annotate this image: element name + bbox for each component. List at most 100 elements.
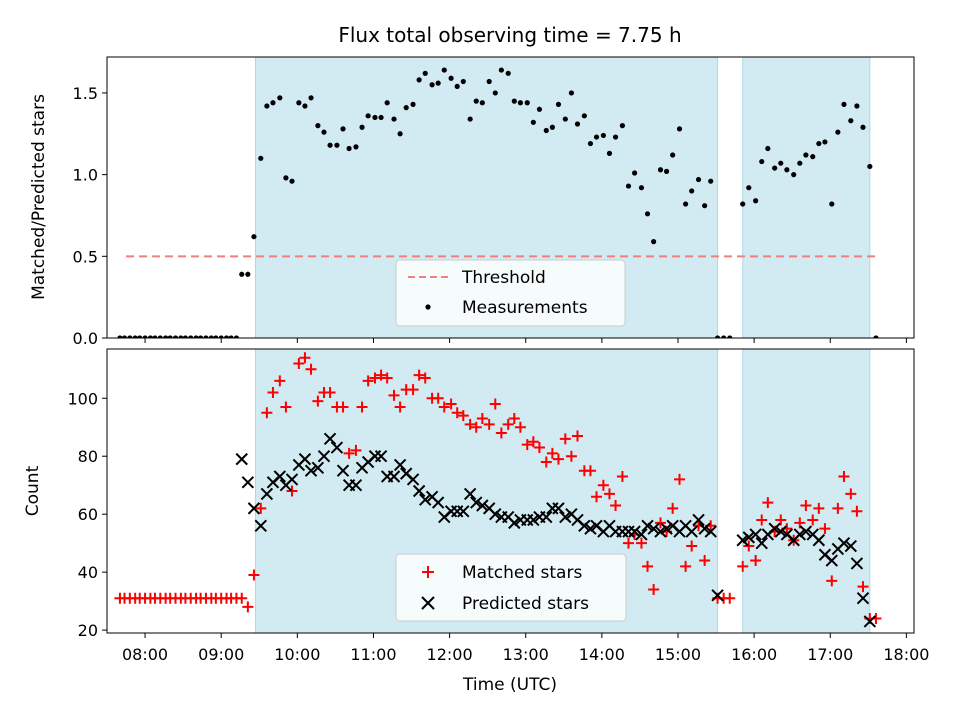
matched-star-point (540, 456, 552, 468)
measurement-point (625, 183, 632, 189)
measurement-point (334, 142, 340, 148)
predicted-star-point (489, 507, 502, 521)
matched-star-point (559, 433, 571, 445)
matched-star-point (394, 401, 406, 413)
measurement-point (670, 152, 676, 158)
matched-star-point (464, 418, 476, 430)
matched-star-point (845, 488, 857, 500)
matched-star-point (533, 442, 545, 454)
predicted-star-point (863, 615, 877, 628)
predicted-star-point (540, 510, 553, 524)
predicted-star-point (559, 510, 572, 524)
measurement-point (245, 271, 251, 277)
measurement-point (137, 335, 143, 338)
measurement-point (555, 101, 562, 107)
matched-star-point (495, 427, 507, 439)
matched-star-point (762, 497, 774, 509)
predicted-star-point (419, 493, 432, 506)
measurement-point (182, 335, 189, 338)
matched-star-point (248, 569, 260, 581)
measurement-point (208, 335, 214, 338)
predicted-star-point (856, 592, 870, 605)
measurement-point (784, 167, 790, 173)
measurement-point (854, 103, 860, 109)
measurement-point (460, 78, 466, 85)
measurement-point (251, 234, 257, 240)
bottom-y-tick-label: 100 (67, 389, 98, 408)
matched-star-point (584, 465, 596, 477)
bottom-y-tick-label: 60 (78, 505, 98, 524)
predicted-star-point (774, 525, 787, 538)
top-panel-axes: 0.0 0.5 1.0 1.5 (73, 84, 907, 348)
matched-star-point (603, 488, 615, 500)
measurement-point (829, 201, 835, 207)
bottom-y-tick-label: 80 (78, 447, 98, 466)
measurement-point (657, 167, 664, 173)
x-tick-label: 08:00 (122, 645, 168, 664)
measurement-point (574, 121, 581, 127)
predicted-star-point (635, 528, 648, 541)
measurement-point (296, 100, 302, 106)
measurement-point (213, 335, 219, 338)
measurement-point (873, 335, 879, 338)
measurement-point (384, 100, 390, 106)
measurement-point (152, 335, 158, 338)
matched-star-point (654, 517, 666, 529)
matched-star-point (521, 439, 533, 451)
bottom-panel-marks (114, 352, 882, 628)
measurement-point (676, 126, 683, 132)
measurement-point (473, 98, 479, 104)
measurement-point (689, 188, 695, 194)
measurement-point (631, 170, 638, 176)
matched-star-point (438, 401, 450, 413)
measurement-point (587, 140, 594, 147)
matched-star-point (324, 386, 336, 398)
matched-star-point (476, 413, 488, 425)
measurement-point (797, 160, 803, 166)
x-tick-label: 10:00 (274, 645, 320, 664)
measurement-point (714, 335, 721, 338)
measurement-point (193, 335, 199, 338)
measurement-point (638, 185, 645, 191)
matched-star-point (737, 560, 749, 572)
matched-star-point (261, 407, 273, 419)
matched-star-point (571, 430, 583, 442)
matched-star-point (388, 389, 400, 401)
measurement-point (378, 114, 384, 121)
measurement-point (543, 127, 549, 134)
matched-star-point (565, 450, 577, 462)
matched-star-point (826, 575, 838, 587)
predicted-star-point (336, 464, 350, 477)
matched-star-point (236, 592, 248, 604)
matched-star-point (851, 505, 863, 517)
measurement-point (233, 335, 240, 338)
measurement-point (708, 178, 714, 184)
measurement-point (321, 129, 327, 135)
matched-star-point (623, 537, 635, 549)
matched-star-point (686, 540, 698, 552)
matched-star-point (312, 395, 324, 407)
measurement-point (397, 131, 403, 137)
measurement-point (746, 185, 752, 191)
legend-matched-swatch (422, 566, 434, 578)
predicted-star-point (755, 536, 768, 550)
measurement-point (435, 80, 441, 86)
legend-matched-label: Matched stars (462, 563, 582, 583)
predicted-star-point (285, 473, 299, 486)
predicted-star-point (844, 539, 858, 553)
matched-star-point (610, 499, 622, 511)
matched-star-point (356, 401, 368, 413)
measurement-point (203, 335, 209, 338)
top-panel: 0.0 0.5 1.0 1.5 Matched/Predicted stars Thr… (29, 56, 915, 348)
matched-star-point (813, 502, 825, 514)
measurement-point (223, 335, 230, 338)
measurement-point (353, 144, 359, 150)
matched-star-point (552, 453, 564, 465)
predicted-star-point (685, 525, 698, 538)
measurement-point (340, 126, 346, 132)
measurement-point (606, 150, 613, 156)
measurement-point (178, 335, 184, 338)
measurement-point (283, 175, 289, 181)
legend-predicted-label: Predicted stars (462, 594, 589, 614)
